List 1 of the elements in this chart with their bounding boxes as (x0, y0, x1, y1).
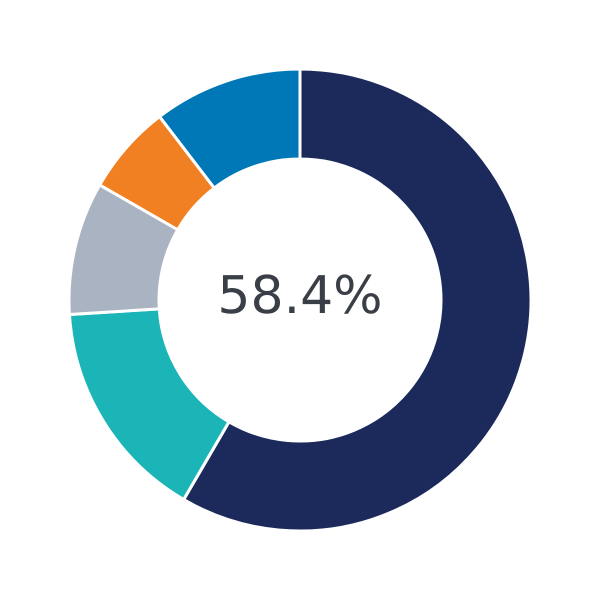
text: 58.4% (217, 266, 383, 326)
